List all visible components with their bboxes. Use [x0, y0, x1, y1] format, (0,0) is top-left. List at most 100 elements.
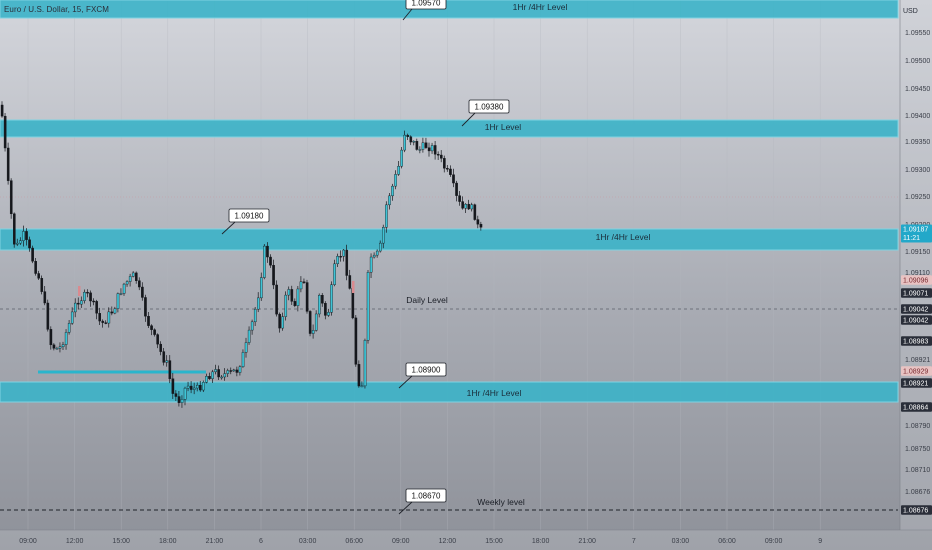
candle-body — [464, 203, 468, 209]
candle-body — [12, 213, 16, 245]
candle-body — [58, 346, 62, 349]
candle-body — [278, 313, 281, 329]
candle-body — [336, 255, 339, 265]
y-tick-label: 1.08676 — [905, 489, 930, 496]
candle-body — [266, 245, 269, 258]
x-tick-label: 03:00 — [672, 538, 690, 545]
callout-zone-1: 1.09570 — [402, 0, 447, 21]
price-badge — [901, 304, 932, 314]
candle-body — [452, 174, 455, 184]
price-badge — [901, 336, 932, 346]
candle-body — [104, 322, 108, 324]
candle-body — [6, 147, 10, 181]
candle-body — [95, 301, 98, 314]
candle-body — [122, 283, 126, 294]
candle-body — [37, 273, 40, 279]
candle-body — [28, 239, 31, 249]
y-tick-label: 1.08750 — [905, 446, 930, 453]
candle-body — [186, 385, 190, 389]
price-badge-value: 1.09042 — [903, 307, 928, 314]
candle-body — [458, 195, 461, 202]
y-tick-label: 1.09110 — [905, 270, 930, 277]
price-badge — [901, 402, 932, 412]
candle-body — [324, 303, 327, 316]
candle-body — [321, 295, 324, 304]
candle-body — [330, 284, 333, 313]
candle-body — [150, 325, 153, 330]
x-tick-label: 09:00 — [19, 538, 37, 545]
candle-highlight — [352, 281, 355, 293]
candle-body — [183, 387, 187, 400]
candle-body — [73, 302, 77, 313]
candle-body — [92, 300, 95, 303]
price-badge-value: 1.09187 — [903, 227, 928, 234]
candle-body — [134, 272, 138, 281]
candle-body — [421, 142, 425, 150]
zone-label: 1Hr /4Hr Level — [467, 388, 522, 398]
price-badge — [901, 505, 932, 515]
y-tick-label: 1.09300 — [905, 167, 930, 174]
x-tick-label: 06:00 — [345, 538, 363, 545]
candle-body — [461, 201, 464, 209]
x-tick-label: 15:00 — [485, 538, 503, 545]
y-tick-label: 1.08921 — [905, 357, 930, 364]
candle-body — [363, 340, 367, 387]
callout-box — [405, 0, 447, 10]
candle-body — [415, 141, 419, 150]
candle-body — [333, 263, 336, 285]
candle-body — [311, 330, 315, 334]
candle-body — [433, 145, 437, 155]
candle-body — [412, 141, 416, 143]
callout-zone-4: 1.08900 — [398, 362, 447, 389]
x-tick-label: 15:00 — [112, 538, 130, 545]
zone-label: 1Hr /4Hr Level — [596, 232, 651, 242]
candle-body — [296, 288, 300, 306]
candle-body — [177, 396, 181, 403]
candle-body — [113, 308, 117, 314]
x-tick-label: 12:00 — [439, 538, 457, 545]
candle-body — [272, 265, 275, 286]
candle-body — [339, 255, 342, 258]
candle-body — [98, 313, 101, 322]
candle-body — [357, 364, 361, 387]
candle-body — [86, 291, 89, 294]
candle-body — [162, 351, 166, 363]
candle-body — [55, 347, 59, 350]
candle-body — [394, 174, 397, 187]
candle-body — [281, 316, 285, 329]
callout-box — [405, 362, 447, 377]
candle-body — [165, 360, 169, 363]
candle-body — [470, 204, 474, 210]
x-tick-label: 9 — [818, 538, 822, 545]
candle-body — [479, 223, 483, 228]
candle-body — [424, 142, 428, 148]
candle-body — [397, 166, 400, 175]
callout-pointer — [398, 501, 413, 515]
zone-band — [0, 228, 899, 251]
candle-body — [366, 272, 370, 341]
price-badge-value: 1.09042 — [903, 318, 928, 325]
price-badge-value: 1.09071 — [903, 291, 928, 298]
x-tick-label: 21:00 — [578, 538, 596, 545]
candle-body — [372, 254, 376, 258]
callout-value: 1.09380 — [475, 103, 504, 112]
candle-body — [302, 281, 306, 283]
candle-body — [250, 321, 254, 331]
candle-body — [369, 256, 373, 273]
candle-body — [141, 286, 144, 298]
axis-currency-label: USD — [903, 8, 918, 15]
candle-body — [375, 250, 379, 256]
candle-body — [406, 134, 410, 137]
candle-body — [217, 369, 220, 378]
x-tick-label: 06:00 — [718, 538, 736, 545]
candle-body — [107, 311, 111, 324]
candle-highlight — [78, 286, 81, 296]
x-tick-label: 18:00 — [532, 538, 550, 545]
candle-body — [192, 387, 196, 390]
candle-body — [220, 376, 224, 379]
price-badge-value: 1.08983 — [903, 339, 928, 346]
candle-body — [403, 134, 407, 151]
candle-body — [52, 344, 56, 349]
x-tick-label: 09:00 — [765, 538, 783, 545]
